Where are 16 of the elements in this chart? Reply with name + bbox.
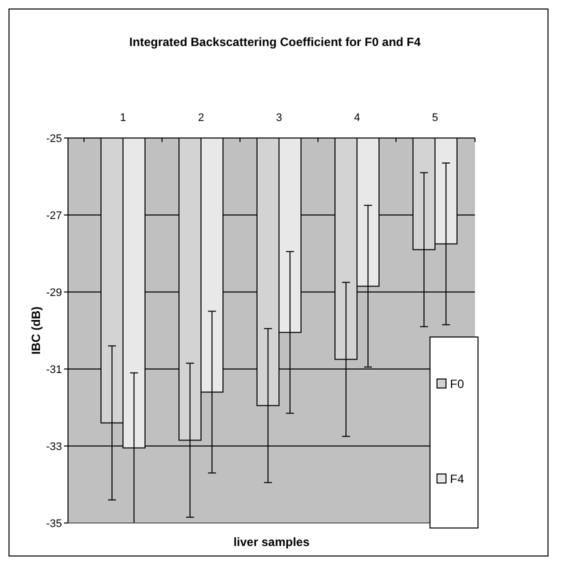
- y-tick-label: -35: [46, 518, 62, 530]
- x-tick-label: 1: [120, 112, 126, 124]
- y-tick-label: -29: [46, 286, 62, 299]
- legend-label: F0: [450, 377, 464, 392]
- x-tick-label: 3: [276, 112, 282, 124]
- x-tick-label: 4: [354, 112, 360, 124]
- y-tick-label: -27: [46, 210, 62, 222]
- y-tick-label: -25: [46, 132, 62, 145]
- y-tick-label: -33: [46, 440, 62, 453]
- chart-title: Integrated Backscattering Coefficient for F0 and F4: [129, 35, 422, 49]
- x-tick-label: 2: [198, 112, 204, 124]
- y-axis-title: IBC (dB): [29, 306, 43, 354]
- y-tick-label: -31: [46, 364, 62, 376]
- x-tick-label: 5: [432, 112, 438, 124]
- legend-label: F4: [450, 472, 464, 486]
- x-axis-title: liver samples: [233, 535, 310, 549]
